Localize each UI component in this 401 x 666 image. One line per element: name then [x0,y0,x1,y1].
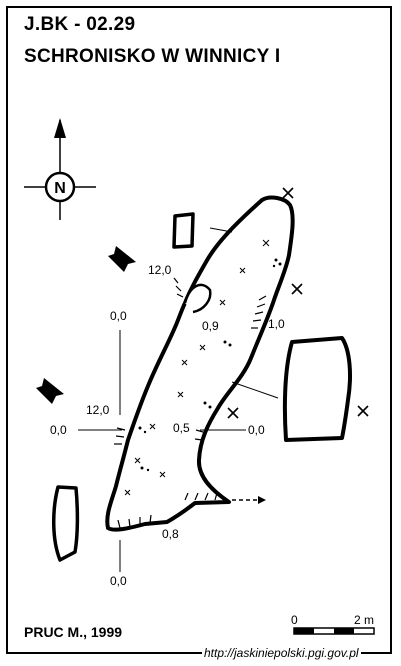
rock-hammer-icons [227,187,369,419]
scale-start-label: 0 [291,613,298,627]
source-link[interactable]: http://jaskiniepolski.pgi.gov.pl [202,646,361,660]
entrance-lower-height: 12,0 [86,403,110,417]
cave-name: SCHRONISKO W WINNICY I [24,46,281,67]
height-upper-right: 1,0 [268,317,285,331]
passage-arrow-icon [232,496,266,504]
scale-end-label: 2 m [354,613,374,627]
pebble-symbols [138,258,282,472]
rock-block-right [282,336,352,442]
datum-bottom: 0,0 [110,574,127,588]
datum-right: 0,0 [248,423,265,437]
rock-block-top [172,212,195,249]
datum-upper: 0,0 [110,309,127,323]
author-credit: PRUC M., 1999 [24,624,123,640]
north-arrow-icon: N [24,118,96,220]
height-upper-inner: 0,9 [202,319,219,333]
height-middle: 0,5 [173,421,190,435]
floor-deposit-symbols [124,239,270,496]
entrance-arrow-lower-icon [36,378,64,404]
height-bottom: 0,8 [162,527,179,541]
scale-bar: 0 2 m [291,613,375,635]
entrance-arrow-upper-icon [108,246,136,272]
cave-code: J.BK - 02.29 [24,14,136,35]
rock-block-left [51,485,80,562]
entrance-upper-height: 12,0 [148,263,172,277]
north-letter: N [54,180,66,197]
cave-outline [105,195,295,532]
slope-hachures [114,277,267,529]
section-lines [78,227,279,572]
datum-left: 0,0 [50,423,67,437]
upper-entrance-niche [183,283,212,314]
